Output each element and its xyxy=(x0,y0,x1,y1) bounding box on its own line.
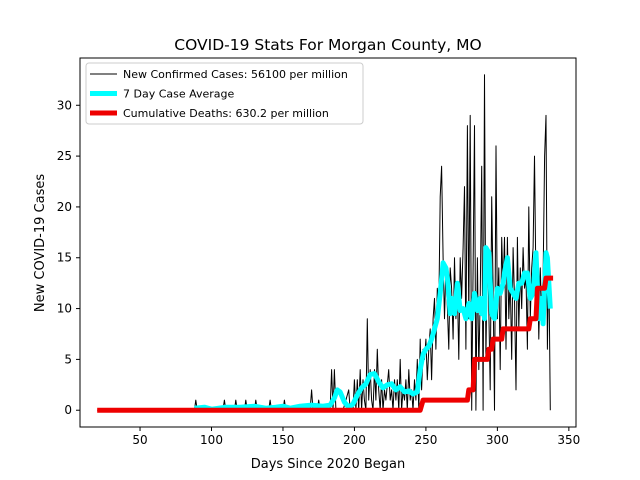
x-tick-label: 350 xyxy=(557,433,580,447)
y-tick-label: 0 xyxy=(64,403,72,417)
y-tick-label: 15 xyxy=(57,251,72,265)
legend-label: Cumulative Deaths: 630.2 per million xyxy=(123,107,329,120)
series-line-2 xyxy=(194,245,553,412)
series-line-1 xyxy=(97,74,551,411)
legend-label: New Confirmed Cases: 56100 per million xyxy=(123,68,348,81)
y-axis-label: New COVID-19 Cases xyxy=(33,174,48,312)
x-tick-label: 150 xyxy=(272,433,295,447)
chart-title: COVID-19 Stats For Morgan County, MO xyxy=(174,36,481,54)
y-tick-label: 25 xyxy=(57,149,72,163)
x-tick-label: 200 xyxy=(343,433,366,447)
legend-box xyxy=(85,62,364,125)
series-line-3 xyxy=(97,275,554,413)
x-tick-label: 50 xyxy=(132,433,147,447)
plot-frame xyxy=(79,57,577,428)
x-axis-ticks: 50 100 150 200 250 300 350 xyxy=(132,427,580,447)
legend: New Confirmed Cases: 56100 per million 7 … xyxy=(85,62,364,125)
plot-area xyxy=(97,74,554,413)
x-tick-label: 100 xyxy=(200,433,223,447)
x-axis-label: Days Since 2020 Began xyxy=(251,457,406,472)
y-tick-label: 5 xyxy=(64,352,72,366)
x-tick-label: 250 xyxy=(414,433,437,447)
y-tick-label: 30 xyxy=(57,98,72,112)
x-tick-label: 300 xyxy=(486,433,509,447)
y-tick-label: 10 xyxy=(57,302,72,316)
legend-label: 7 Day Case Average xyxy=(123,88,235,101)
y-tick-label: 20 xyxy=(57,200,72,214)
y-axis-ticks: 0 5 10 15 20 25 30 xyxy=(57,98,80,417)
